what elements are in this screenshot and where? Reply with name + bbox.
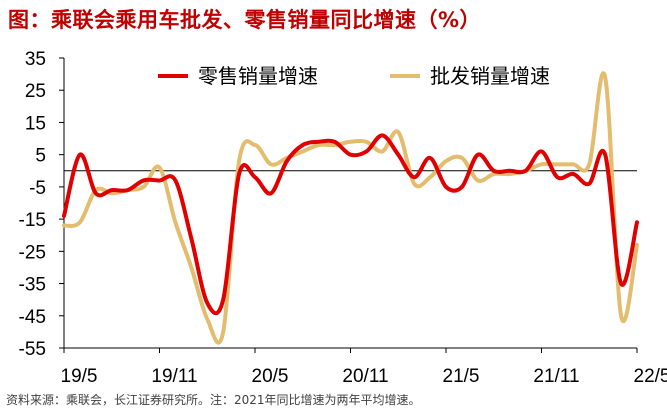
x-tick-label: 20/11: [342, 366, 388, 387]
x-tick-label: 20/5: [252, 366, 289, 387]
y-tick-label: -35: [19, 275, 46, 296]
y-tick-label: -25: [19, 242, 46, 263]
line-chart: 35 25 15 5 -5 -15 -25 -35 -45 -55 19/5 19/11 20/5 20/…: [19, 49, 667, 387]
y-tick-label: 5: [35, 146, 46, 167]
legend-label: 零售销量增速: [198, 64, 318, 88]
x-tick-label: 21/5: [443, 366, 480, 387]
x-tick-label: 19/11: [151, 366, 197, 387]
x-tick-label: 21/11: [533, 366, 579, 387]
chart-title: 图：乘联会乘用车批发、零售销量同比增速（%）: [8, 8, 482, 32]
y-tick-label: 15: [25, 113, 46, 134]
y-tick-label: -5: [29, 178, 46, 199]
y-tick-label: -55: [19, 339, 46, 360]
y-tick-label: -15: [19, 210, 46, 231]
x-tick-label: 22/5: [634, 366, 667, 387]
y-tick-label: 35: [25, 49, 46, 70]
series-line-wholesale: [62, 71, 639, 345]
x-tick-label: 19/5: [61, 366, 98, 387]
series-line-retail: [62, 133, 639, 316]
legend-label: 批发销量增速: [430, 64, 550, 88]
y-tick-label: -45: [19, 307, 46, 328]
source-note: 资料来源：乘联会，长江证券研究所。注：2021年同比增速为两年平均增速。: [6, 393, 421, 407]
y-tick-label: 25: [25, 81, 46, 102]
